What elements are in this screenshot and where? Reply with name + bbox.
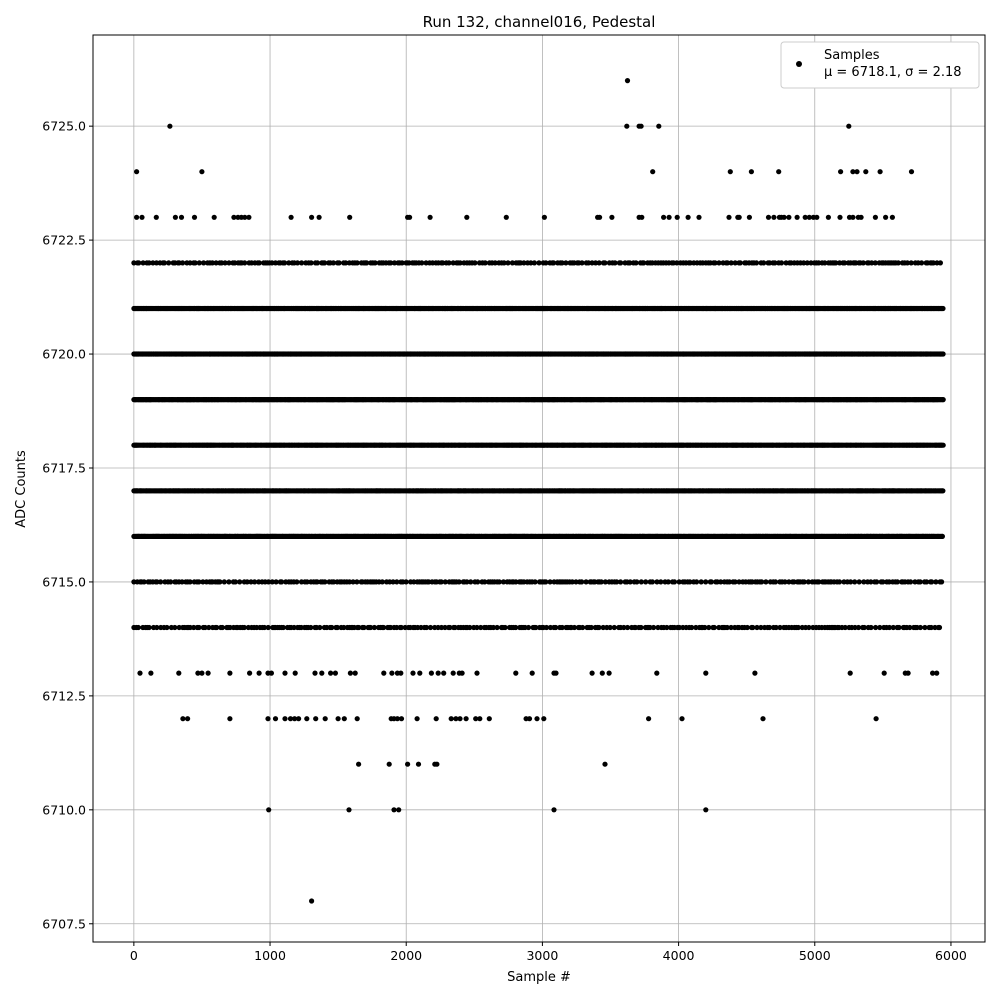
data-point [940,442,946,448]
data-point [940,305,946,312]
data-points [131,78,946,904]
chart-title: Run 132, channel016, Pedestal [423,13,656,31]
data-point [940,397,946,403]
data-point [940,488,946,494]
data-point [940,351,946,357]
plot-area: 0 1000 2000 3000 4000 5000 60006707.56710.0671… [42,34,986,963]
